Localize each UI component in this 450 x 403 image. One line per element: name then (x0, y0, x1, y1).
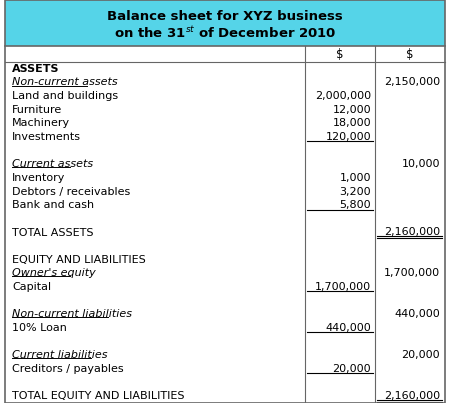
Text: Bank and cash: Bank and cash (12, 200, 94, 210)
Text: 10,000: 10,000 (401, 159, 440, 169)
Text: 12,000: 12,000 (333, 105, 371, 115)
Text: 1,700,000: 1,700,000 (384, 268, 440, 278)
Text: on the 31$^{st}$ of December 2010: on the 31$^{st}$ of December 2010 (114, 25, 336, 41)
Text: Investments: Investments (12, 132, 81, 142)
Text: 440,000: 440,000 (394, 310, 440, 319)
Text: Debtors / receivables: Debtors / receivables (12, 187, 130, 197)
Text: Non-current assets: Non-current assets (12, 77, 117, 87)
Text: Balance sheet for XYZ business: Balance sheet for XYZ business (107, 10, 343, 23)
Text: 20,000: 20,000 (333, 364, 371, 374)
Text: Land and buildings: Land and buildings (12, 91, 118, 101)
Text: Owner's equity: Owner's equity (12, 268, 96, 278)
Text: 2,160,000: 2,160,000 (384, 391, 440, 401)
Text: Furniture: Furniture (12, 105, 62, 115)
Text: 440,000: 440,000 (325, 323, 371, 333)
Text: 2,150,000: 2,150,000 (384, 77, 440, 87)
Text: 1,700,000: 1,700,000 (315, 282, 371, 292)
Text: 2,000,000: 2,000,000 (315, 91, 371, 101)
Text: Capital: Capital (12, 282, 51, 292)
Text: TOTAL EQUITY AND LIABILITIES: TOTAL EQUITY AND LIABILITIES (12, 391, 184, 401)
Text: 18,000: 18,000 (333, 118, 371, 129)
Text: Machinery: Machinery (12, 118, 70, 129)
Text: $: $ (406, 48, 414, 60)
Text: $: $ (336, 48, 344, 60)
Text: 10% Loan: 10% Loan (12, 323, 67, 333)
Text: 1,000: 1,000 (339, 173, 371, 183)
Text: Inventory: Inventory (12, 173, 65, 183)
Text: Creditors / payables: Creditors / payables (12, 364, 124, 374)
Text: Current assets: Current assets (12, 159, 93, 169)
Text: 120,000: 120,000 (325, 132, 371, 142)
Text: 2,160,000: 2,160,000 (384, 228, 440, 237)
Text: ASSETS: ASSETS (12, 64, 59, 74)
Text: Current liabilities: Current liabilities (12, 350, 108, 360)
Bar (5, 0, 445, 46)
Text: 20,000: 20,000 (401, 350, 440, 360)
Text: EQUITY AND LIABILITIES: EQUITY AND LIABILITIES (12, 255, 146, 265)
Text: Non-current liabilities: Non-current liabilities (12, 310, 132, 319)
Text: 3,200: 3,200 (339, 187, 371, 197)
Text: 5,800: 5,800 (339, 200, 371, 210)
Text: TOTAL ASSETS: TOTAL ASSETS (12, 228, 94, 237)
